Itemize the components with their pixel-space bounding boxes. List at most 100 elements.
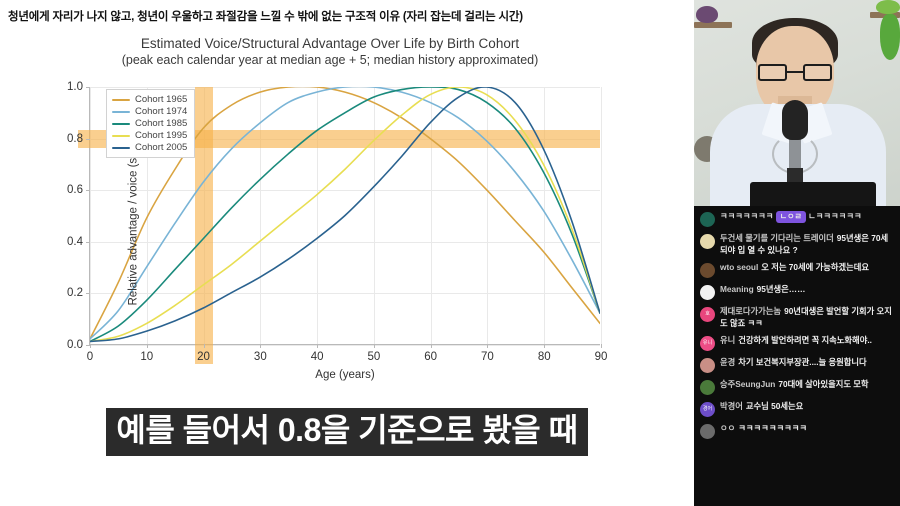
chat-message[interactable]: 경어 박경어 교수님 50세는요 — [698, 398, 896, 420]
legend-label: Cohort 1985 — [135, 118, 188, 129]
legend-label: Cohort 1995 — [135, 130, 188, 141]
x-axis-tick-mark — [203, 344, 205, 348]
chat-message[interactable]: Meaning 95년생은…… — [698, 281, 896, 303]
avatar[interactable]: 호 — [700, 307, 715, 322]
chart-title: Estimated Voice/Structural Advantage Ove… — [140, 36, 520, 51]
x-axis-tick-mark — [430, 344, 432, 348]
chart: Estimated Voice/Structural Advantage Ove… — [30, 36, 630, 386]
avatar[interactable] — [700, 234, 715, 249]
chat-badge: ㄴㅇㄹ — [775, 211, 806, 223]
x-axis-label: Age (years) — [315, 369, 375, 381]
decor-plant — [880, 14, 900, 60]
chat-message[interactable]: ㅇㅇ ㅋㅋㅋㅋㅋㅋㅋㅋㅋ — [698, 420, 896, 442]
avatar[interactable]: 유니 — [700, 336, 715, 351]
y-axis-tick-label: 1.0 — [67, 81, 83, 93]
chat-message[interactable]: 윤경 차기 보건복지부장관....늘 응원합니다 — [698, 354, 896, 376]
chat-username: 유니 — [720, 335, 736, 345]
chart-legend: Cohort 1965 Cohort 1974 Cohort 1985 Cohort … — [106, 89, 196, 158]
curve-group — [90, 87, 600, 343]
avatar[interactable] — [700, 424, 715, 439]
x-axis-tick-mark — [146, 344, 148, 348]
chat-username: 두건세 물기를 기다리는 트레이더 — [720, 233, 834, 243]
chat-username: 박경어 — [720, 401, 743, 411]
legend-item: Cohort 1985 — [112, 118, 187, 129]
gridline-horizontal — [90, 293, 600, 295]
avatar[interactable] — [700, 380, 715, 395]
chat-text: 교수님 50세는요 — [745, 401, 804, 411]
avatar[interactable]: 경어 — [700, 402, 715, 417]
gridline-vertical — [260, 87, 262, 344]
legend-item: Cohort 1965 — [112, 94, 187, 105]
gridline-vertical — [373, 87, 375, 344]
gridline-vertical — [487, 87, 489, 344]
gridline-vertical — [90, 87, 91, 344]
y-axis-tick-label: 0.2 — [67, 287, 83, 300]
chat-text: 건강하게 발언하려면 꼭 지속노화해야.. — [738, 335, 872, 345]
x-axis-tick-mark — [260, 344, 262, 348]
glasses-bridge — [787, 71, 803, 73]
avatar[interactable] — [700, 212, 715, 227]
x-axis-tick-label: 40 — [310, 351, 324, 363]
chat-message[interactable]: ㅋㅋㅋㅋㅋㅋㅋ ㄴㅇㄹ ㄴㅋㅋㅋㅋㅋㅋ — [698, 208, 896, 230]
y-axis-tick-label: 0.0 — [67, 339, 83, 351]
chat-message[interactable]: wto seoul 오 저는 70세에 가능하겠는데요 — [698, 259, 896, 281]
x-axis-tick-label: 90 — [594, 351, 608, 363]
gridline-horizontal — [90, 241, 600, 243]
chat-message-body: ㅋㅋㅋㅋㅋㅋㅋ ㄴㅇㄹ ㄴㅋㅋㅋㅋㅋㅋ — [720, 211, 862, 223]
gridline-vertical — [430, 87, 432, 344]
chat-message[interactable]: 두건세 물기를 기다리는 트레이더 95년생은 70세 되야 입 열 수 있나요 … — [698, 230, 896, 259]
chat-message-body: ㅇㅇ ㅋㅋㅋㅋㅋㅋㅋㅋㅋ — [720, 423, 807, 435]
y-axis-tick-mark — [86, 138, 90, 140]
live-chat-list[interactable]: ㅋㅋㅋㅋㅋㅋㅋ ㄴㅇㄹ ㄴㅋㅋㅋㅋㅋㅋ 두건세 물기를 기다리는 트레이더 95년생… — [694, 206, 900, 506]
chat-message[interactable]: 승주SeungJun 70대에 살아있을지도 모학 — [698, 376, 896, 398]
series-line — [90, 87, 600, 343]
microphone-icon — [782, 100, 808, 140]
plot-area: 0.0 0.2 0.4 0.6 0.8 1.0 0 10 20 30 40 50 60 70 80 90 Re… — [67, 81, 607, 381]
series-line — [90, 87, 600, 340]
chat-message-body: Meaning 95년생은…… — [720, 284, 805, 296]
chat-message[interactable]: 호 제대로다가가는놈 90년대생은 발언할 기회가 오지도 않죠 ㅋㅋ — [698, 303, 896, 332]
x-axis-tick-label: 10 — [140, 351, 154, 363]
x-axis-tick-label: 70 — [481, 351, 494, 363]
legend-color-swatch — [112, 98, 130, 101]
chat-username: 승주SeungJun — [720, 379, 776, 389]
chat-text-tail: ㄴㅋㅋㅋㅋㅋㅋ — [805, 211, 862, 221]
x-axis-tick-label: 60 — [424, 351, 438, 363]
x-axis-tick-mark — [601, 344, 602, 348]
microphone-body — [789, 136, 801, 170]
chat-message-body: 박경어 교수님 50세는요 — [720, 401, 803, 413]
y-axis-tick-mark — [86, 345, 90, 346]
y-axis-tick-mark — [86, 190, 90, 192]
x-axis-tick-label: 80 — [537, 351, 551, 363]
x-axis-tick-label: 0 — [86, 351, 94, 363]
legend-label: Cohort 1974 — [135, 106, 188, 117]
avatar[interactable] — [700, 285, 715, 300]
chart-subtitle: (peak each calendar year at median age +… — [121, 53, 539, 67]
y-axis-tick-label: 0.6 — [67, 184, 83, 197]
decor-object-left — [696, 6, 718, 23]
chat-text: 95년생은 70세 되야 입 열 수 있나요 ? — [720, 233, 889, 255]
legend-color-swatch — [112, 146, 130, 149]
x-axis-tick-mark — [90, 344, 91, 348]
chat-text: ㅋㅋㅋㅋㅋㅋㅋㅋㅋ — [738, 423, 807, 433]
laptop-screen — [750, 182, 876, 206]
series-line — [90, 87, 600, 343]
x-axis-tick-label: 30 — [253, 351, 267, 363]
gridline-vertical — [317, 87, 319, 344]
legend-item: Cohort 1995 — [112, 130, 187, 141]
webcam-video[interactable] — [694, 0, 900, 206]
glasses-icon — [758, 64, 832, 81]
stream-pane: ㅋㅋㅋㅋㅋㅋㅋ ㄴㅇㄹ ㄴㅋㅋㅋㅋㅋㅋ 두건세 물기를 기다리는 트레이더 95년생… — [694, 0, 900, 506]
chat-message[interactable]: 유니 유니 건강하게 발언하려면 꼭 지속노화해야.. — [698, 332, 896, 354]
x-axis-tick-mark — [487, 344, 489, 348]
chat-text: ㅋㅋㅋㅋㅋㅋㅋ — [720, 211, 774, 221]
slide-pane: 청년에게 자리가 나지 않고, 청년이 우울하고 좌절감을 느낄 수 밖에 없는… — [8, 11, 630, 456]
glasses-lens-left — [758, 64, 787, 81]
shelf-left — [694, 22, 732, 28]
glasses-lens-right — [803, 64, 832, 81]
chat-message-body: 제대로다가가는놈 90년대생은 발언할 기회가 오지도 않죠 ㅋㅋ — [720, 306, 894, 329]
avatar[interactable] — [700, 358, 715, 373]
chat-username: wto seoul — [720, 262, 759, 272]
series-line — [90, 87, 600, 343]
avatar[interactable] — [700, 263, 715, 278]
